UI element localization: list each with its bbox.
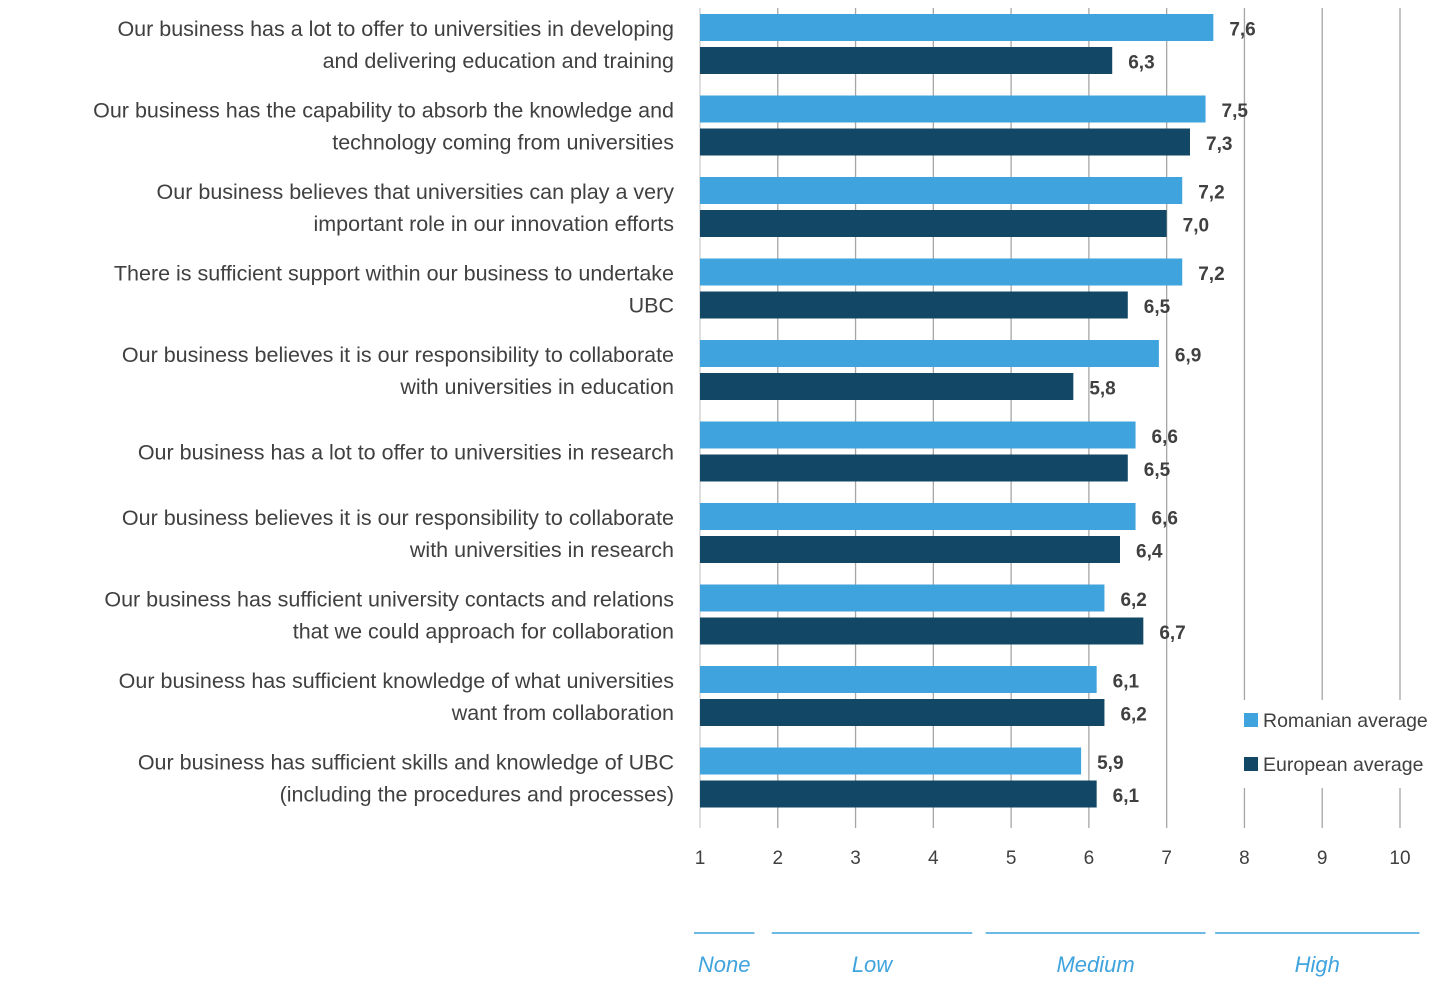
bar-european bbox=[700, 128, 1190, 156]
x-tick-label: 8 bbox=[1239, 848, 1250, 869]
category-label: There is sufficient support within our b… bbox=[114, 262, 674, 318]
bars: 7,6 6,3 Our business has a lot to offer to… bbox=[93, 14, 1256, 808]
x-tick-label: 7 bbox=[1161, 848, 1172, 869]
value-label: 6,7 bbox=[1159, 623, 1185, 644]
value-label: 5,8 bbox=[1089, 379, 1115, 400]
bar-european bbox=[700, 454, 1128, 482]
category-label: Our business believes that universities … bbox=[157, 180, 675, 236]
category-label: Our business believes it is our responsi… bbox=[122, 506, 674, 562]
bar-romanian bbox=[700, 14, 1214, 41]
bar-european bbox=[700, 536, 1120, 563]
scale-bands: None Low Medium High bbox=[694, 932, 1420, 977]
bar-european bbox=[700, 373, 1074, 400]
x-tick-label: 3 bbox=[850, 848, 861, 869]
value-label: 6,2 bbox=[1120, 705, 1146, 726]
category-label: Our business has a lot to offer to unive… bbox=[117, 17, 674, 73]
bar-romanian bbox=[700, 258, 1183, 286]
legend: Romanian average European average bbox=[1244, 710, 1428, 776]
bar-romanian bbox=[700, 421, 1136, 449]
category-label: Our business has sufficient university c… bbox=[104, 588, 674, 644]
x-tick-label: 4 bbox=[928, 848, 939, 869]
bar-romanian bbox=[700, 584, 1105, 612]
x-tick-label: 6 bbox=[1084, 848, 1095, 869]
value-label: 6,2 bbox=[1120, 590, 1146, 611]
x-tick-label: 9 bbox=[1317, 848, 1328, 869]
bar-romanian bbox=[700, 503, 1136, 530]
bar-romanian bbox=[700, 340, 1159, 367]
bar-romanian bbox=[700, 747, 1082, 775]
scale-band-label: High bbox=[1295, 952, 1340, 977]
bar-european bbox=[700, 47, 1113, 74]
x-tick-label: 1 bbox=[695, 848, 706, 869]
category-label: Our business has sufficient knowledge of… bbox=[119, 669, 674, 725]
legend-swatch bbox=[1244, 757, 1258, 771]
legend-label: European average bbox=[1263, 754, 1423, 776]
value-label: 6,6 bbox=[1152, 427, 1178, 448]
value-label: 6,3 bbox=[1128, 53, 1154, 74]
bar-romanian bbox=[700, 95, 1206, 123]
value-label: 6,6 bbox=[1152, 509, 1178, 530]
value-label: 6,9 bbox=[1175, 346, 1201, 367]
legend-swatch bbox=[1244, 713, 1258, 727]
scale-band-label: None bbox=[698, 952, 751, 977]
bar-romanian bbox=[700, 666, 1097, 693]
value-label: 6,5 bbox=[1144, 297, 1171, 318]
x-tick-label: 2 bbox=[772, 848, 783, 869]
value-label: 7,3 bbox=[1206, 134, 1232, 155]
category-label: Our business has the capability to absor… bbox=[93, 99, 674, 155]
bar-european bbox=[700, 617, 1144, 645]
legend-background bbox=[1238, 700, 1442, 788]
legend-item: European average bbox=[1244, 754, 1423, 776]
legend-item: Romanian average bbox=[1244, 710, 1428, 732]
value-label: 7,2 bbox=[1198, 264, 1224, 285]
value-label: 7,0 bbox=[1183, 216, 1209, 237]
value-label: 7,5 bbox=[1222, 101, 1249, 122]
bar-romanian bbox=[700, 177, 1183, 204]
scale-band-label: Low bbox=[852, 952, 894, 977]
bar-european bbox=[700, 210, 1167, 237]
bar-european bbox=[700, 291, 1128, 319]
category-label: Our business has a lot to offer to unive… bbox=[138, 441, 674, 465]
value-label: 6,1 bbox=[1113, 672, 1140, 693]
value-label: 7,2 bbox=[1198, 183, 1224, 204]
x-tick-label: 5 bbox=[1006, 848, 1017, 869]
bar-european bbox=[700, 699, 1105, 726]
category-label: Our business believes it is our responsi… bbox=[122, 343, 674, 399]
value-label: 5,9 bbox=[1097, 753, 1123, 774]
value-label: 6,4 bbox=[1136, 542, 1163, 563]
value-label: 7,6 bbox=[1229, 20, 1255, 41]
scale-band-label: Medium bbox=[1056, 952, 1134, 977]
bar-european bbox=[700, 780, 1097, 808]
legend-label: Romanian average bbox=[1263, 710, 1428, 732]
x-tick-label: 10 bbox=[1389, 848, 1410, 869]
value-label: 6,5 bbox=[1144, 460, 1171, 481]
value-label: 6,1 bbox=[1113, 786, 1140, 807]
x-axis-ticks: 1 2 3 4 5 6 7 8 9 10 bbox=[695, 848, 1411, 869]
category-label: Our business has sufficient skills and k… bbox=[138, 751, 674, 807]
